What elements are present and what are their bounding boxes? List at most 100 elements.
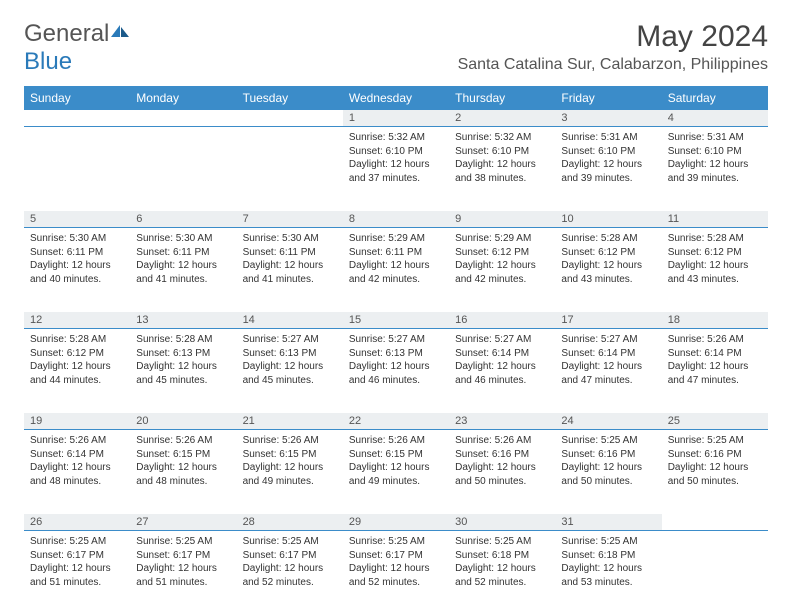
day-header-cell: Saturday: [662, 86, 768, 110]
daylight-line: Daylight: 12 hours and 45 minutes.: [243, 360, 337, 387]
day-number: [130, 110, 236, 126]
day-cell: Sunrise: 5:29 AMSunset: 6:12 PMDaylight:…: [449, 228, 555, 312]
sunset-line: Sunset: 6:11 PM: [349, 246, 443, 260]
day-cell: Sunrise: 5:25 AMSunset: 6:17 PMDaylight:…: [24, 531, 130, 615]
daylight-line: Daylight: 12 hours and 43 minutes.: [668, 259, 762, 286]
header: GeneralBlue May 2024 Santa Catalina Sur,…: [24, 20, 768, 76]
sunrise-line: Sunrise: 5:29 AM: [349, 232, 443, 246]
sunset-line: Sunset: 6:10 PM: [561, 145, 655, 159]
day-cell: [24, 127, 130, 211]
sunrise-line: Sunrise: 5:28 AM: [668, 232, 762, 246]
sunset-line: Sunset: 6:13 PM: [349, 347, 443, 361]
sunrise-line: Sunrise: 5:26 AM: [349, 434, 443, 448]
daylight-line: Daylight: 12 hours and 49 minutes.: [243, 461, 337, 488]
day-cell: Sunrise: 5:27 AMSunset: 6:13 PMDaylight:…: [343, 329, 449, 413]
logo-part2: Blue: [24, 48, 72, 75]
day-number: 22: [343, 413, 449, 429]
sunset-line: Sunset: 6:14 PM: [30, 448, 124, 462]
day-number-row: 12131415161718: [24, 312, 768, 328]
day-number: 21: [237, 413, 343, 429]
daylight-line: Daylight: 12 hours and 45 minutes.: [136, 360, 230, 387]
daylight-line: Daylight: 12 hours and 44 minutes.: [30, 360, 124, 387]
day-header-cell: Thursday: [449, 86, 555, 110]
logo: GeneralBlue: [24, 20, 132, 76]
day-cell: Sunrise: 5:26 AMSunset: 6:15 PMDaylight:…: [343, 430, 449, 514]
day-cell: Sunrise: 5:27 AMSunset: 6:14 PMDaylight:…: [555, 329, 661, 413]
day-header-cell: Monday: [130, 86, 236, 110]
daylight-line: Daylight: 12 hours and 38 minutes.: [455, 158, 549, 185]
day-header-cell: Tuesday: [237, 86, 343, 110]
day-number: 14: [237, 312, 343, 328]
daylight-line: Daylight: 12 hours and 53 minutes.: [561, 562, 655, 589]
daylight-line: Daylight: 12 hours and 52 minutes.: [243, 562, 337, 589]
day-cell: Sunrise: 5:31 AMSunset: 6:10 PMDaylight:…: [662, 127, 768, 211]
sunrise-line: Sunrise: 5:32 AM: [455, 131, 549, 145]
sunrise-line: Sunrise: 5:26 AM: [455, 434, 549, 448]
day-cell: [130, 127, 236, 211]
sunset-line: Sunset: 6:14 PM: [455, 347, 549, 361]
day-number-row: 1234: [24, 110, 768, 126]
daylight-line: Daylight: 12 hours and 50 minutes.: [561, 461, 655, 488]
daylight-line: Daylight: 12 hours and 43 minutes.: [561, 259, 655, 286]
sunrise-line: Sunrise: 5:28 AM: [561, 232, 655, 246]
day-cell: Sunrise: 5:25 AMSunset: 6:17 PMDaylight:…: [130, 531, 236, 615]
sunrise-line: Sunrise: 5:25 AM: [561, 535, 655, 549]
daylight-line: Daylight: 12 hours and 52 minutes.: [349, 562, 443, 589]
day-number: 11: [662, 211, 768, 227]
sunset-line: Sunset: 6:17 PM: [349, 549, 443, 563]
sunrise-line: Sunrise: 5:26 AM: [136, 434, 230, 448]
day-number: 31: [555, 514, 661, 530]
daylight-line: Daylight: 12 hours and 49 minutes.: [349, 461, 443, 488]
daylight-line: Daylight: 12 hours and 41 minutes.: [136, 259, 230, 286]
sunrise-line: Sunrise: 5:30 AM: [243, 232, 337, 246]
day-cell: Sunrise: 5:28 AMSunset: 6:12 PMDaylight:…: [24, 329, 130, 413]
sunset-line: Sunset: 6:17 PM: [243, 549, 337, 563]
sunset-line: Sunset: 6:12 PM: [668, 246, 762, 260]
day-cell: Sunrise: 5:26 AMSunset: 6:14 PMDaylight:…: [24, 430, 130, 514]
sunset-line: Sunset: 6:12 PM: [561, 246, 655, 260]
sunset-line: Sunset: 6:15 PM: [349, 448, 443, 462]
title-block: May 2024 Santa Catalina Sur, Calabarzon,…: [458, 20, 768, 74]
week-row: Sunrise: 5:28 AMSunset: 6:12 PMDaylight:…: [24, 328, 768, 413]
day-cell: Sunrise: 5:25 AMSunset: 6:18 PMDaylight:…: [555, 531, 661, 615]
sunrise-line: Sunrise: 5:30 AM: [136, 232, 230, 246]
day-cell: Sunrise: 5:25 AMSunset: 6:18 PMDaylight:…: [449, 531, 555, 615]
day-cell: Sunrise: 5:32 AMSunset: 6:10 PMDaylight:…: [343, 127, 449, 211]
daylight-line: Daylight: 12 hours and 40 minutes.: [30, 259, 124, 286]
day-number: 18: [662, 312, 768, 328]
day-number-row: 262728293031: [24, 514, 768, 530]
daylight-line: Daylight: 12 hours and 39 minutes.: [668, 158, 762, 185]
daylight-line: Daylight: 12 hours and 50 minutes.: [668, 461, 762, 488]
day-number: 26: [24, 514, 130, 530]
sunset-line: Sunset: 6:10 PM: [455, 145, 549, 159]
day-number: [662, 514, 768, 530]
daylight-line: Daylight: 12 hours and 46 minutes.: [455, 360, 549, 387]
sunrise-line: Sunrise: 5:27 AM: [243, 333, 337, 347]
daylight-line: Daylight: 12 hours and 46 minutes.: [349, 360, 443, 387]
sunset-line: Sunset: 6:17 PM: [30, 549, 124, 563]
daylight-line: Daylight: 12 hours and 47 minutes.: [561, 360, 655, 387]
day-number: 19: [24, 413, 130, 429]
sunset-line: Sunset: 6:14 PM: [668, 347, 762, 361]
day-number: 9: [449, 211, 555, 227]
day-number: 15: [343, 312, 449, 328]
sunset-line: Sunset: 6:16 PM: [455, 448, 549, 462]
day-cell: [237, 127, 343, 211]
sunset-line: Sunset: 6:12 PM: [455, 246, 549, 260]
daylight-line: Daylight: 12 hours and 48 minutes.: [136, 461, 230, 488]
day-number: 17: [555, 312, 661, 328]
daylight-line: Daylight: 12 hours and 52 minutes.: [455, 562, 549, 589]
day-number: 8: [343, 211, 449, 227]
day-cell: Sunrise: 5:27 AMSunset: 6:14 PMDaylight:…: [449, 329, 555, 413]
logo-text: GeneralBlue: [24, 20, 132, 76]
day-cell: Sunrise: 5:26 AMSunset: 6:15 PMDaylight:…: [237, 430, 343, 514]
day-number: 7: [237, 211, 343, 227]
day-number: 12: [24, 312, 130, 328]
day-cell: Sunrise: 5:32 AMSunset: 6:10 PMDaylight:…: [449, 127, 555, 211]
sunset-line: Sunset: 6:18 PM: [455, 549, 549, 563]
sunset-line: Sunset: 6:15 PM: [136, 448, 230, 462]
daylight-line: Daylight: 12 hours and 50 minutes.: [455, 461, 549, 488]
week-row: Sunrise: 5:30 AM Sunset: 6:11 PM Daylight:…: [24, 227, 768, 312]
day-cell: [662, 531, 768, 615]
daylight-line: Daylight: 12 hours and 37 minutes.: [349, 158, 443, 185]
